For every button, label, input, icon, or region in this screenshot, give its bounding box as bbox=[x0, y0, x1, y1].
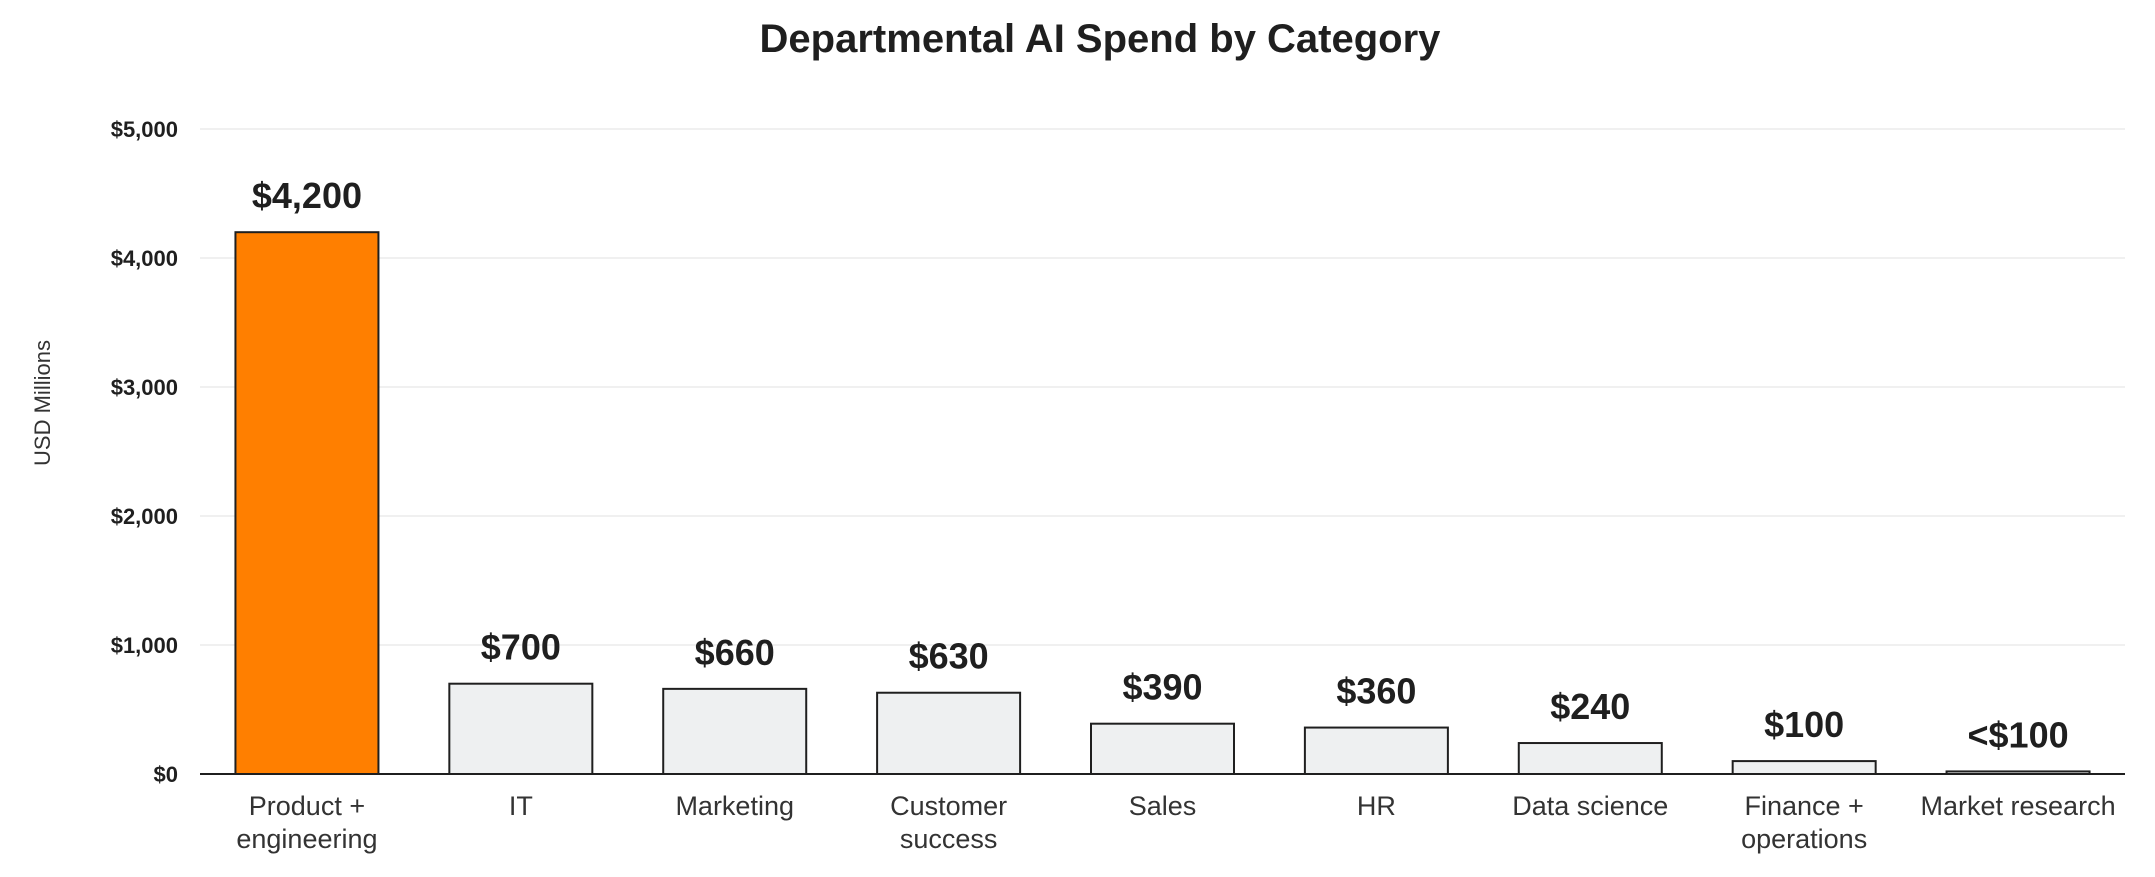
x-tick-label: Data science bbox=[1512, 791, 1668, 821]
bar bbox=[234, 231, 380, 775]
bar-value-label: $4,200 bbox=[252, 175, 362, 216]
y-tick-label: $5,000 bbox=[111, 117, 178, 142]
x-tick-label: Sales bbox=[1129, 791, 1197, 821]
bar-value-label: $240 bbox=[1550, 686, 1630, 727]
y-tick-label: $4,000 bbox=[111, 246, 178, 271]
x-tick-label: IT bbox=[509, 791, 533, 821]
x-tick-label: Marketing bbox=[675, 791, 794, 821]
bar-value-label: $390 bbox=[1122, 667, 1202, 708]
y-axis-label: USD Millions bbox=[30, 340, 55, 466]
bar-value-label: $700 bbox=[481, 627, 561, 668]
y-tick-label: $2,000 bbox=[111, 504, 178, 529]
x-tick-label: Finance + operations bbox=[1741, 791, 1867, 854]
x-tick-label: HR bbox=[1357, 791, 1396, 821]
x-axis-ticks: Product + engineering IT Marketing Customer s… bbox=[236, 791, 2115, 854]
bar-value-label: $630 bbox=[909, 636, 989, 677]
bar bbox=[662, 687, 808, 775]
y-tick-label: $0 bbox=[154, 762, 178, 787]
bar bbox=[1517, 742, 1663, 775]
bars bbox=[234, 231, 2091, 776]
bar bbox=[448, 682, 594, 776]
bar bbox=[1303, 726, 1449, 775]
bar bbox=[876, 691, 1022, 775]
chart-title: Departmental AI Spend by Category bbox=[760, 17, 1442, 61]
gridlines bbox=[200, 128, 2125, 646]
bar-value-label: <$100 bbox=[1968, 714, 2069, 755]
y-tick-label: $1,000 bbox=[111, 633, 178, 658]
data-labels: $4,200 $700 $660 $630 $390 $360 $240 $100 <$100 bbox=[252, 175, 2069, 755]
x-tick-label: Product + engineering bbox=[236, 791, 377, 854]
bar bbox=[1731, 760, 1877, 775]
x-tick-label: Customer success bbox=[890, 791, 1007, 854]
y-tick-label: $3,000 bbox=[111, 375, 178, 400]
x-tick-label: Market research bbox=[1921, 791, 2116, 821]
bar bbox=[1090, 722, 1235, 776]
bar-value-label: $660 bbox=[695, 632, 775, 673]
y-axis-ticks: $0 $1,000 $2,000 $3,000 $4,000 $5,000 bbox=[111, 117, 178, 787]
bar-value-label: $360 bbox=[1336, 671, 1416, 712]
bar-value-label: $100 bbox=[1764, 704, 1844, 745]
